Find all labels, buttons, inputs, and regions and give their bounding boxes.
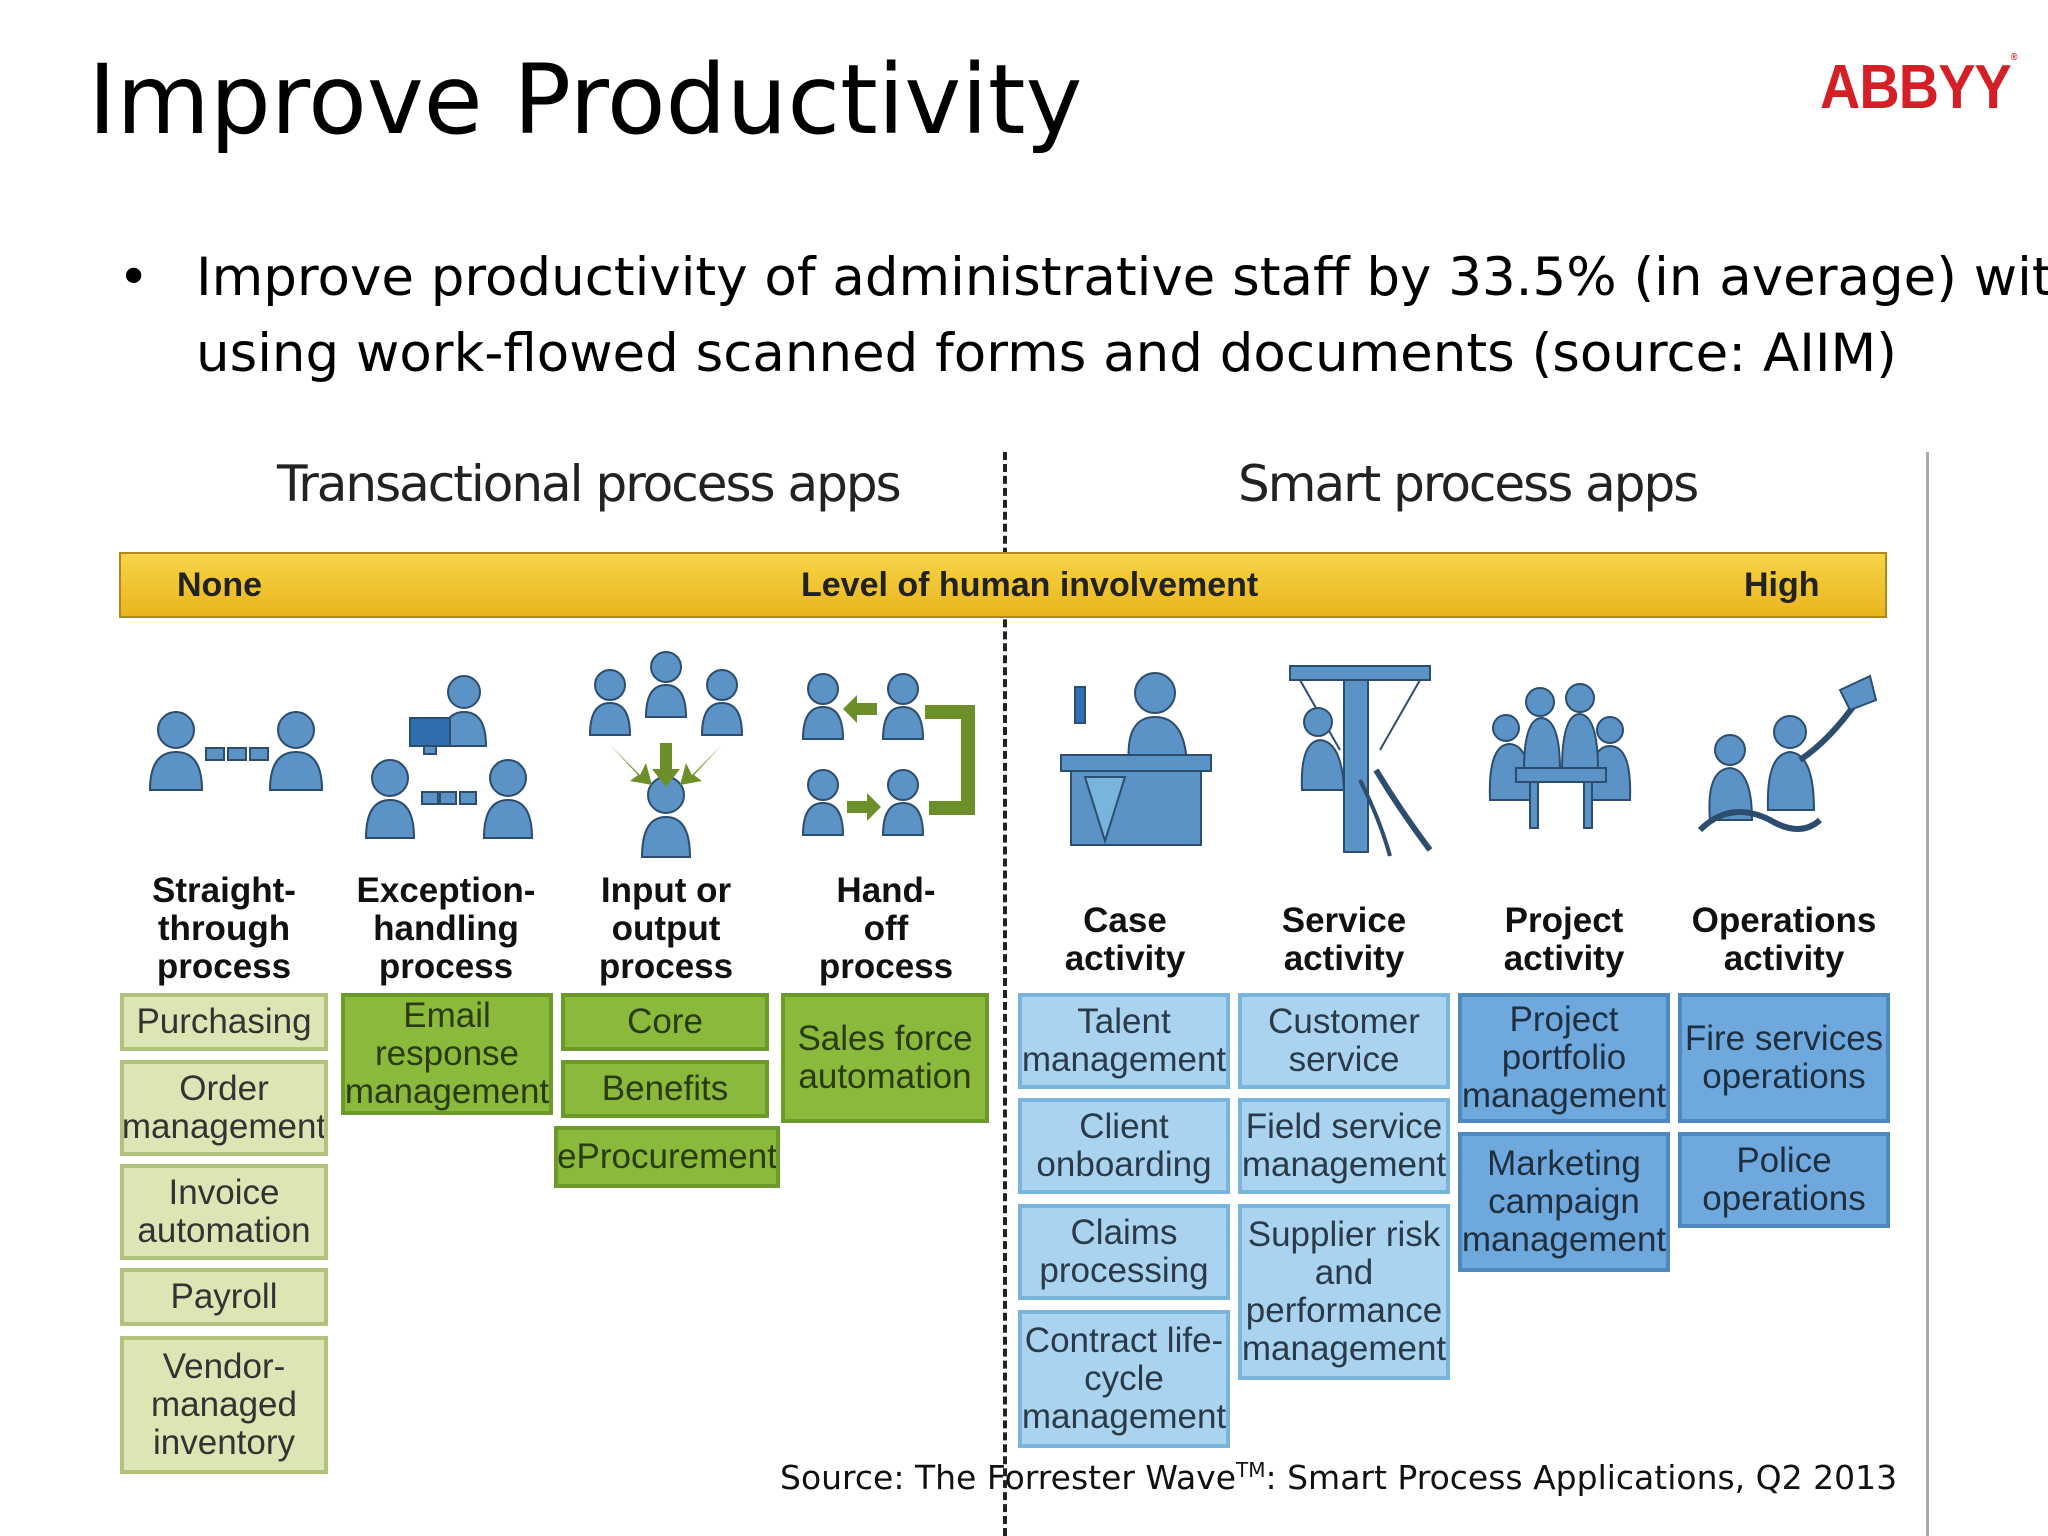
process-item: Customer service [1238,993,1450,1089]
bullet-dot: • [118,247,150,308]
title-line: process [378,947,514,986]
title-line: activity [1723,939,1845,978]
title-line: Input or [600,871,732,910]
process-item: Police operations [1678,1132,1890,1228]
hand-off-icon [801,673,975,836]
process-item: Core [561,993,769,1051]
human-involvement-band: None Level of human involvement High [119,552,1887,618]
band-high-label: High [1744,566,1820,604]
project-activity-icon [1488,683,1632,829]
title-line: off [863,909,909,948]
category-title-service-activity: Service activity [1234,902,1454,978]
process-item: Vendor-managed inventory [120,1336,328,1474]
process-item: Marketing campaign management [1458,1132,1670,1272]
source-suffix: : Smart Process Applications, Q2 2013 [1265,1458,1898,1497]
exception-handling-icon [364,675,534,839]
process-item: Fire services operations [1678,993,1890,1123]
process-item: Talent management [1018,993,1230,1089]
title-line: process [818,947,954,986]
operations-activity-icon [1697,674,1878,833]
abbyy-logo: ABBYY® [1820,52,2018,123]
title-line: handling [373,909,519,948]
process-item: Purchasing [120,993,328,1051]
process-item: Supplier risk and performance management [1238,1204,1450,1380]
process-item: Benefits [561,1060,769,1118]
trademark-mark: TM [1236,1458,1266,1482]
title-line: Case [1083,901,1167,940]
process-item: Sales force automation [781,993,989,1123]
transactional-section-label: Transactional process apps [277,455,902,513]
registered-mark: ® [2010,52,2018,63]
title-line: process [156,947,292,986]
process-item: Field service management [1238,1098,1450,1194]
bullet-text: Improve productivity of administrative s… [196,247,2048,384]
title-line: Project [1504,901,1624,940]
smart-section-label: Smart process apps [1238,455,1699,513]
right-rule [1926,452,1929,1536]
title-line: process [598,947,734,986]
title-line: activity [1503,939,1625,978]
band-center-label: Level of human involvement [801,566,1259,604]
process-item: Payroll [120,1268,328,1326]
source-citation: Source: The Forrester WaveTM: Smart Proc… [780,1458,1897,1497]
category-title-case-activity: Case activity [1015,902,1235,978]
title-line: Service [1281,901,1407,940]
title-line: Operations [1691,901,1877,940]
title-line: Straight- [152,871,296,910]
band-none-label: None [177,566,262,604]
process-item: eProcurement [554,1126,780,1188]
process-item: Invoice automation [120,1164,328,1260]
category-title-straight-through: Straight- through process [114,872,334,986]
category-title-operations-activity: Operations activity [1674,902,1894,978]
process-item: Claims processing [1018,1204,1230,1300]
category-title-project-activity: Project activity [1454,902,1674,978]
process-item: Client onboarding [1018,1098,1230,1194]
title-line: output [611,909,721,948]
process-item: Email response management [341,993,553,1115]
section-divider [1003,452,1007,1536]
slide-title: Improve Productivity [88,44,1083,156]
input-output-icon [588,651,744,858]
logo-text: ABBYY [1820,53,2012,122]
title-line: Exception- [356,871,536,910]
category-title-hand-off: Hand- off process [776,872,996,986]
title-line: through [157,909,291,948]
case-activity-icon [1060,672,1212,846]
category-title-exception-handling: Exception- handling process [336,872,556,986]
process-item: Order management [120,1060,328,1156]
source-prefix: Source: The Forrester Wave [780,1458,1237,1497]
title-line: activity [1283,939,1405,978]
process-item: Contract life-cycle management [1018,1310,1230,1448]
title-line: Hand- [836,871,936,910]
process-item: Project portfolio management [1458,993,1670,1123]
chained-people-icon [148,711,324,791]
category-title-input-output: Input or output process [556,872,776,986]
service-activity-icon [1289,665,1433,857]
title-line: activity [1064,939,1186,978]
